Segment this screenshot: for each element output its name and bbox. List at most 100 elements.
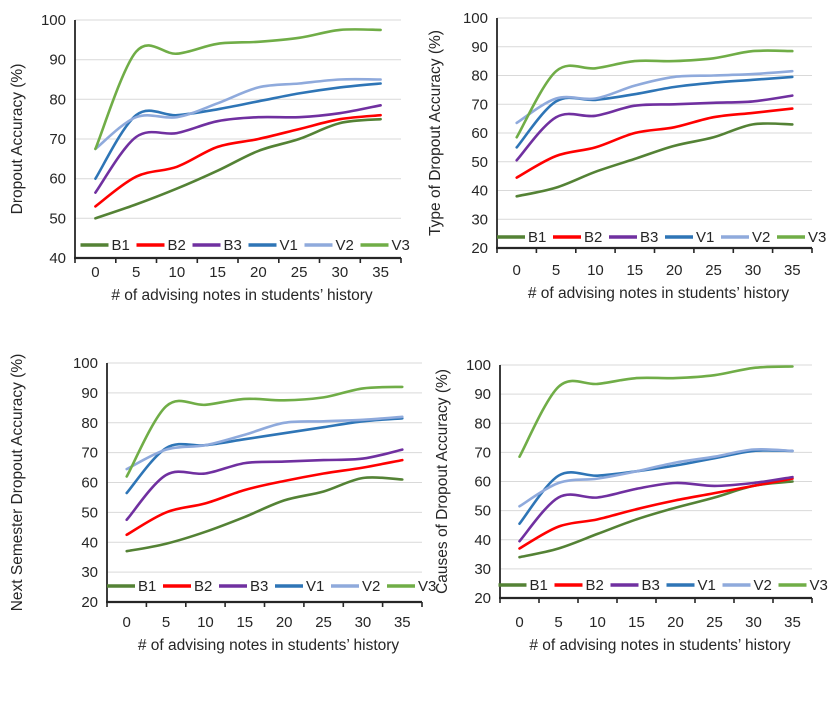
series-line-B3 [94, 104, 382, 194]
y-tick-label: 30 [81, 564, 98, 581]
x-tick-label: 35 [784, 262, 801, 279]
x-tick-label: 0 [513, 262, 521, 279]
x-tick-label: 30 [745, 614, 762, 631]
legend-label-V3: V3 [392, 237, 410, 254]
legend-label-V1: V1 [280, 237, 298, 254]
x-tick-label: 10 [197, 614, 214, 631]
series-line-V1 [125, 417, 404, 495]
x-tick-label: 0 [91, 264, 99, 281]
chart-svg: 20 30 40 50 60 70 80 90 100 0 5 10 15 20 25 30 35 B1 B2 B3 V… [427, 10, 826, 302]
chart-dropout-accuracy: 40 50 60 70 80 90 100 0 5 10 15 20 25 30 35 B1 B2 B3 V1 V2 V… [0, 0, 415, 318]
legend-label-B2: B2 [584, 229, 602, 246]
chart-svg: 40 50 60 70 80 90 100 0 5 10 15 20 25 30 35 B1 B2 B3 V1 V2 V… [9, 12, 410, 304]
legend: B1 B2 B3 V1 V2 V3 [107, 578, 436, 595]
x-tick-label: 15 [628, 614, 645, 631]
y-tick-label: 20 [81, 594, 98, 611]
legend-label-B1: B1 [112, 237, 130, 254]
legend-label-V3: V3 [808, 229, 826, 246]
gridlines [497, 17, 812, 220]
y-tick-label: 100 [463, 10, 488, 27]
series-line-V1 [518, 449, 794, 525]
y-tick-label: 20 [474, 590, 491, 607]
series-line-V2 [518, 447, 794, 508]
y-tick-label: 40 [471, 183, 488, 200]
series-line-V2 [125, 415, 404, 471]
legend-label-V1: V1 [698, 577, 716, 594]
x-tick-label: 10 [587, 262, 604, 279]
x-tick-label: 25 [315, 614, 332, 631]
y-tick-label: 60 [474, 474, 491, 491]
y-tick-label: 30 [474, 561, 491, 578]
x-axis-title: # of advising notes in students’ history [111, 287, 373, 304]
x-tick-label: 5 [162, 614, 170, 631]
x-tick-label: 10 [589, 614, 606, 631]
y-tick-label: 80 [471, 68, 488, 85]
x-tick-label: 20 [250, 264, 267, 281]
legend-label-B3: B3 [224, 237, 242, 254]
x-tick-label: 5 [554, 614, 562, 631]
y-tick-label: 20 [471, 240, 488, 257]
x-tick-labels: 0 5 10 15 20 25 30 35 [513, 262, 801, 279]
legend-label-V1: V1 [696, 229, 714, 246]
x-tick-label: 35 [372, 264, 389, 281]
y-axis-title: Causes of Dropout Accuracy (%) [434, 369, 451, 594]
x-tick-label: 30 [745, 262, 762, 279]
y-tick-label: 80 [81, 415, 98, 432]
legend: B1 B2 B3 V1 V2 V3 [497, 229, 826, 246]
x-axis-title: # of advising notes in students’ history [528, 285, 790, 302]
legend-label-B2: B2 [168, 237, 186, 254]
series-line-B3 [125, 448, 404, 522]
x-tick-label: 35 [394, 614, 411, 631]
y-tick-label: 80 [49, 91, 66, 108]
legend-label-B2: B2 [586, 577, 604, 594]
x-tick-label: 15 [626, 262, 643, 279]
series-line-V3 [94, 28, 382, 151]
axes [106, 363, 423, 607]
y-axis-title: Next Semester Dropout Accuracy (%) [9, 354, 26, 612]
y-tick-label: 70 [49, 131, 66, 148]
x-tick-label: 30 [332, 264, 349, 281]
y-tick-label: 70 [81, 445, 98, 462]
legend-label-B1: B1 [138, 578, 156, 595]
series-line-B1 [515, 122, 794, 198]
y-tick-labels: 40 50 60 70 80 90 100 [41, 12, 66, 267]
series-line-V3 [515, 49, 794, 139]
x-tick-label: 35 [784, 614, 801, 631]
legend-label-B1: B1 [528, 229, 546, 246]
axes [74, 20, 402, 263]
y-tick-label: 100 [73, 355, 98, 372]
series-line-B2 [94, 113, 382, 208]
y-tick-labels: 20 30 40 50 60 70 80 90 100 [463, 10, 488, 257]
x-tick-label: 25 [705, 262, 722, 279]
legend-label-B1: B1 [530, 577, 548, 594]
y-axis-title: Type of Dropout Accuracy (%) [427, 30, 444, 236]
x-tick-label: 25 [291, 264, 308, 281]
x-tick-label: 5 [132, 264, 140, 281]
legend-label-V1: V1 [306, 578, 324, 595]
y-tick-label: 60 [81, 475, 98, 492]
legend: B1 B2 B3 V1 V2 V3 [498, 577, 828, 594]
y-tick-label: 70 [471, 96, 488, 113]
axes [499, 365, 813, 603]
series-line-B2 [125, 458, 404, 537]
chart-svg: 20 30 40 50 60 70 80 90 100 0 5 10 15 20 25 30 35 B1 B2 B3 V… [434, 357, 828, 654]
axes [496, 18, 813, 253]
series-line-B2 [518, 477, 794, 550]
legend-label-V3: V3 [810, 577, 828, 594]
series-line-V1 [515, 75, 794, 149]
legend-label-B2: B2 [194, 578, 212, 595]
x-tick-label: 10 [169, 264, 186, 281]
series-line-V1 [94, 82, 382, 180]
legend-label-B3: B3 [250, 578, 268, 595]
y-tick-label: 60 [471, 125, 488, 142]
x-tick-labels: 0 5 10 15 20 25 30 35 [515, 614, 801, 631]
gridlines [107, 362, 422, 573]
chart-type-of-dropout-accuracy: 20 30 40 50 60 70 80 90 100 0 5 10 15 20 25 30 35 B1 B2 B3 V… [415, 0, 830, 318]
series-line-B3 [515, 94, 794, 162]
y-tick-label: 50 [49, 210, 66, 227]
x-tick-label: 20 [276, 614, 293, 631]
series-line-V3 [125, 385, 404, 478]
series-line-V2 [94, 77, 382, 151]
y-tick-label: 50 [471, 154, 488, 171]
